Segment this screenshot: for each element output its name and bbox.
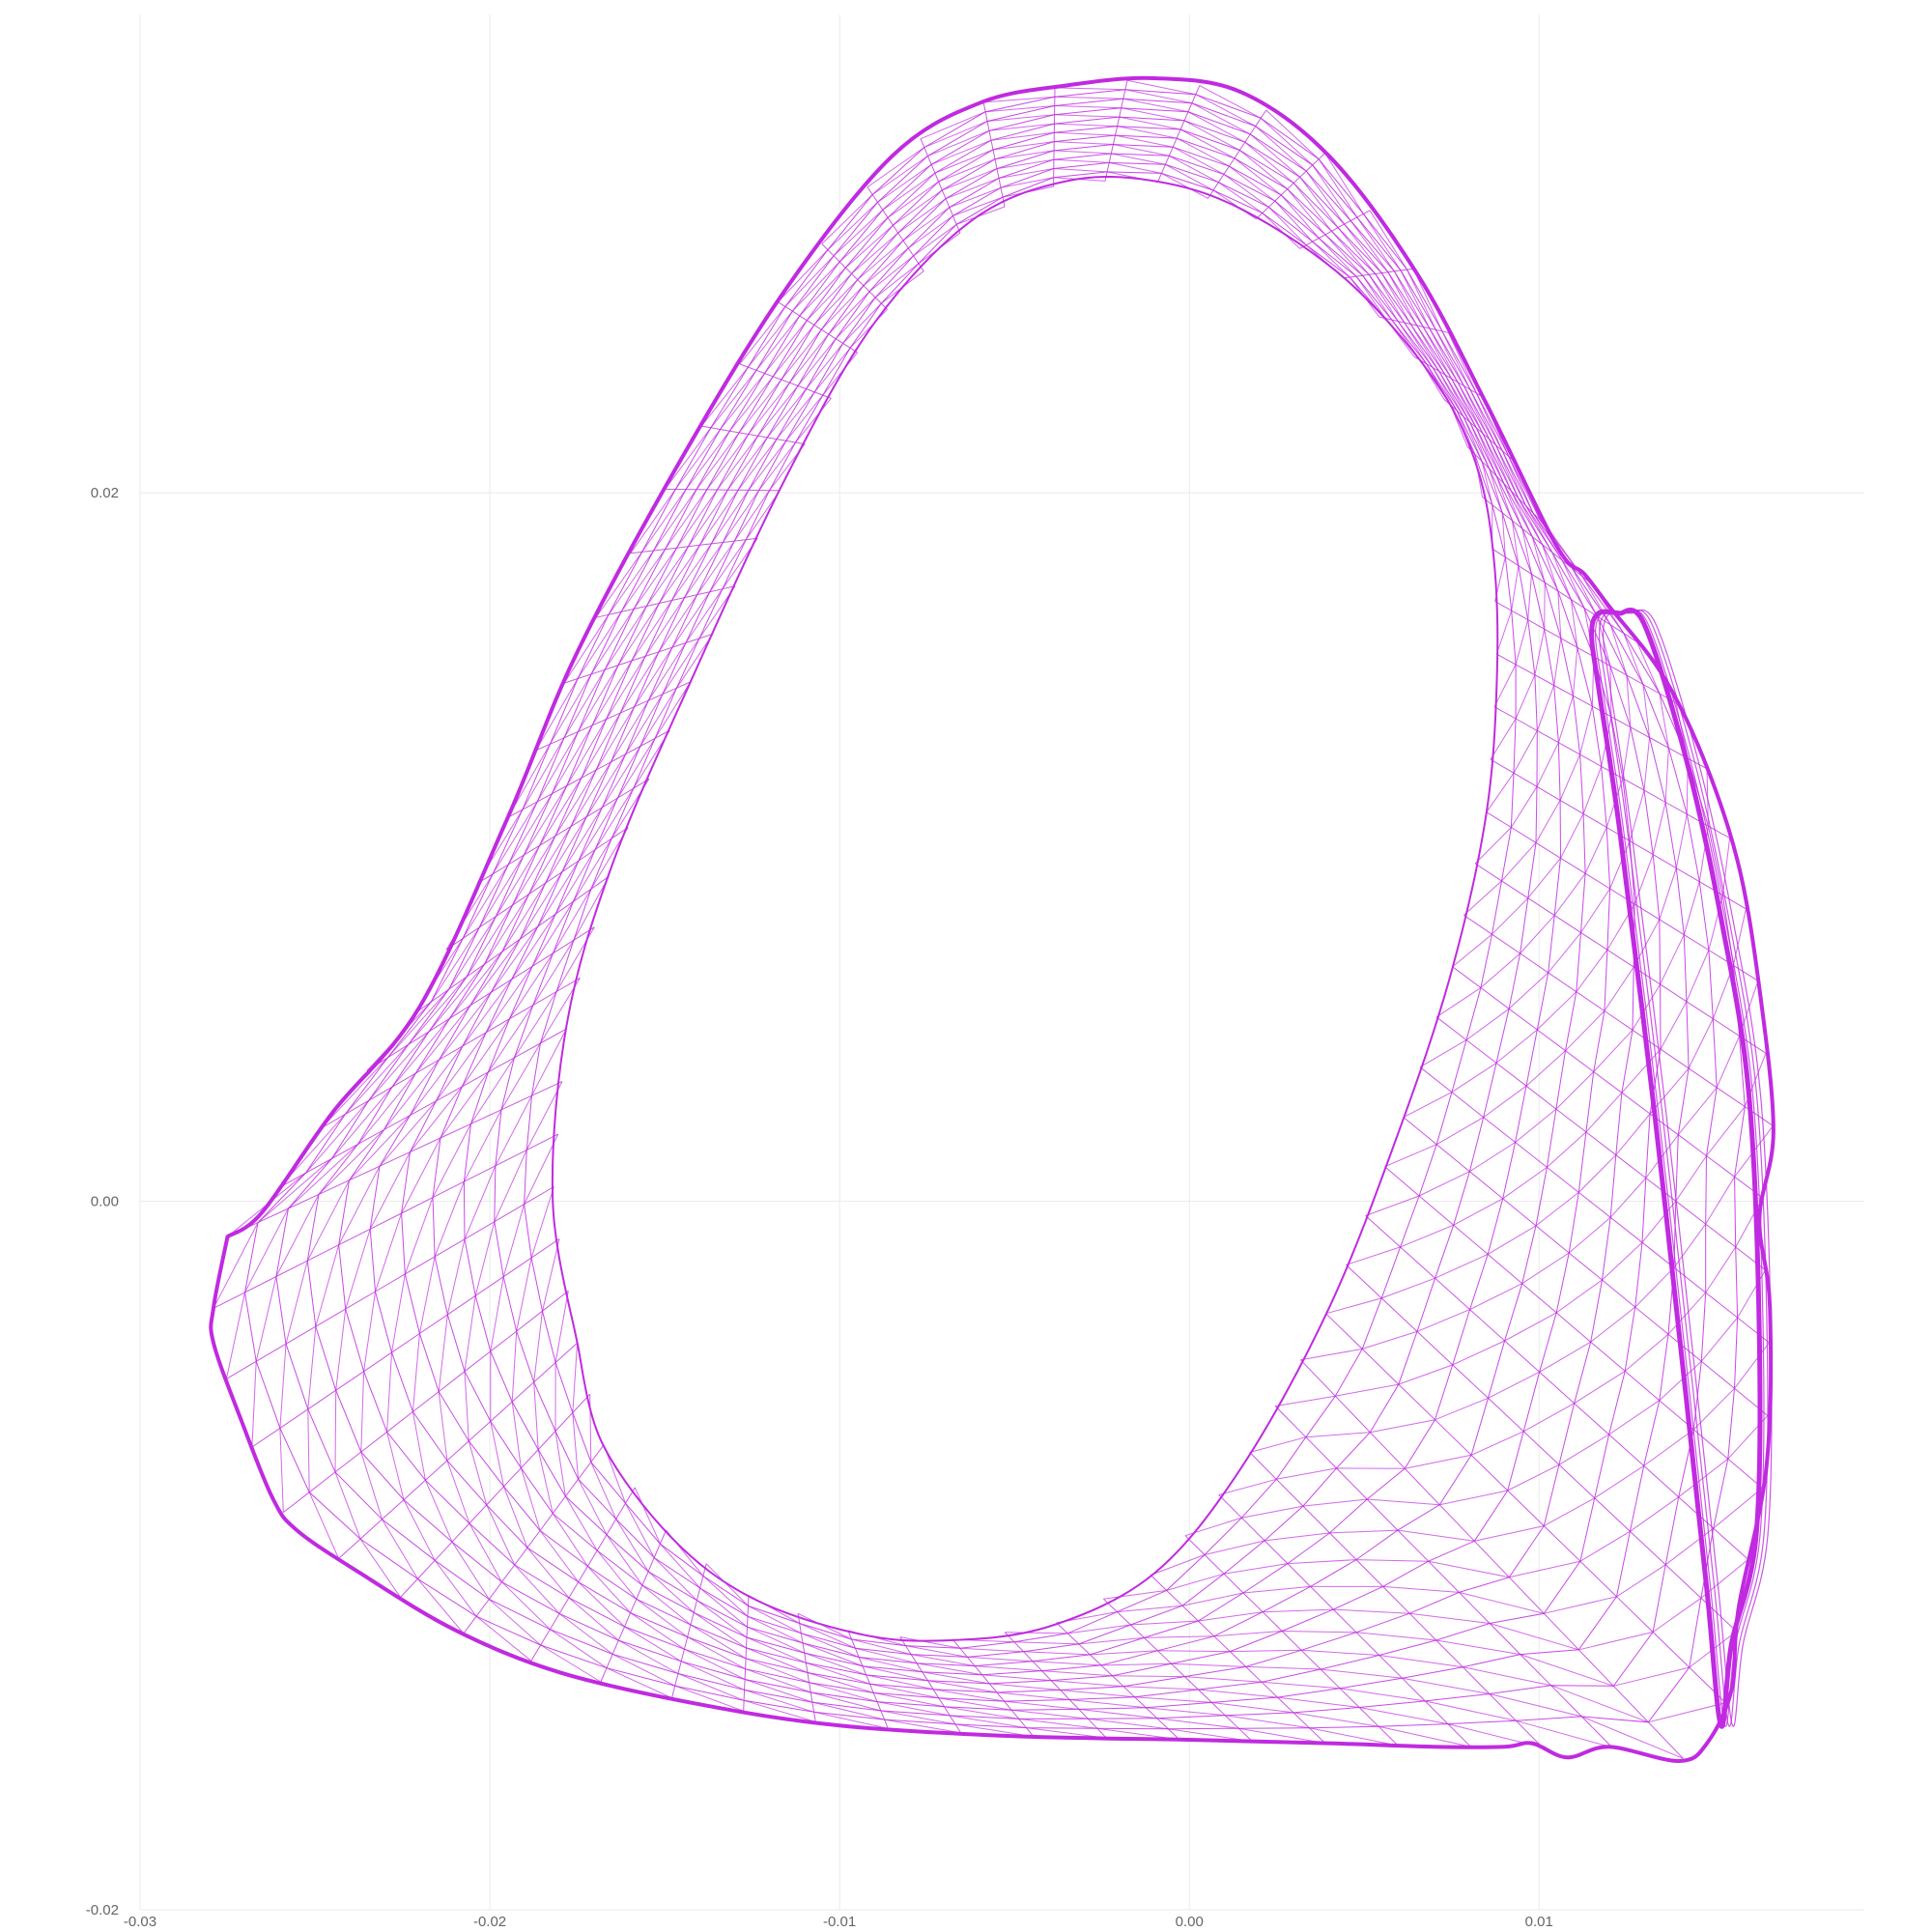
series-inner-boundary bbox=[551, 176, 1499, 1642]
series-side-loop-strand bbox=[1598, 609, 1769, 1727]
y-tick-label: -0.02 bbox=[86, 1902, 119, 1918]
series-side-loop-strand bbox=[1594, 609, 1765, 1727]
mesh-spokes bbox=[213, 80, 1774, 1759]
x-tick-label: 0.00 bbox=[1176, 1914, 1204, 1930]
gridlines bbox=[139, 14, 1864, 1911]
y-tick-label: 0.02 bbox=[91, 485, 119, 501]
y-tick-label: 0.00 bbox=[91, 1194, 119, 1210]
wireframe-mesh bbox=[213, 79, 1774, 1759]
series-side-loop-strand bbox=[1602, 609, 1773, 1727]
x-axis-ticks: -0.03 -0.02 -0.01 0.00 0.01 bbox=[124, 1914, 1553, 1930]
x-tick-label: 0.01 bbox=[1525, 1914, 1553, 1930]
series-side-loop bbox=[1589, 608, 1763, 1729]
x-tick-label: -0.01 bbox=[823, 1914, 856, 1930]
series-outer-boundary bbox=[209, 75, 1776, 1763]
y-axis-ticks: -0.02 0.00 0.02 bbox=[86, 485, 119, 1918]
x-tick-label: -0.03 bbox=[124, 1914, 156, 1930]
series-lines bbox=[209, 75, 1776, 1763]
x-tick-label: -0.02 bbox=[473, 1914, 506, 1930]
